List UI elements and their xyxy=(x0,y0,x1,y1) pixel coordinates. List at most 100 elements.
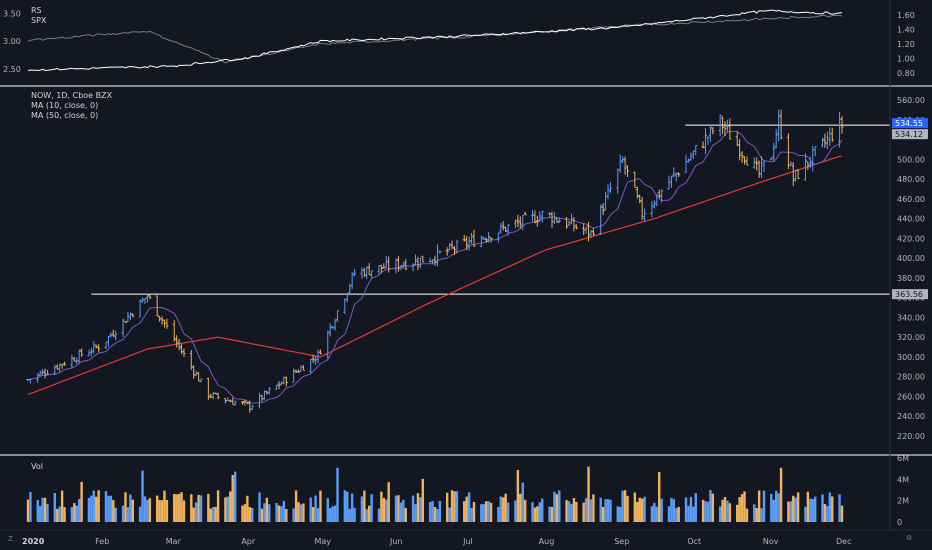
volume-bar xyxy=(46,503,49,522)
volume-bar xyxy=(180,492,183,522)
ohlc-bar xyxy=(691,150,695,160)
volume-bar xyxy=(506,502,510,522)
volume-bar xyxy=(840,505,844,522)
ohlc-bar xyxy=(345,293,349,303)
volume-bar xyxy=(70,506,74,522)
ma50-line xyxy=(27,155,842,396)
ohlc-bar xyxy=(314,356,318,366)
volume-bar xyxy=(684,497,688,522)
ohlc-bar xyxy=(786,133,790,170)
ohlc-bar xyxy=(825,131,829,149)
volume-bar xyxy=(821,494,824,522)
ohlc-bar xyxy=(362,267,366,277)
price-legend-ma10[interactable]: MA (10, close, 0) xyxy=(31,101,99,110)
ohlc-bar xyxy=(370,270,374,279)
price-legend-ma50[interactable]: MA (50, close, 0) xyxy=(31,111,99,120)
price-tick-label: 440.00 xyxy=(897,215,925,224)
volume-bar xyxy=(626,495,629,522)
ohlc-bar xyxy=(450,240,454,250)
price-tick-label: 240.00 xyxy=(897,412,925,421)
volume-bar xyxy=(43,497,47,522)
ohlc-bar xyxy=(589,230,593,239)
ohlc-bar xyxy=(292,368,296,383)
volume-bar xyxy=(565,500,568,522)
rs-legend-spx: SPX xyxy=(31,16,47,25)
time-tick-label: May xyxy=(314,537,331,546)
volume-bar xyxy=(616,506,619,522)
volume-bar xyxy=(789,501,793,522)
price-legend-symbol[interactable]: NOW, 1D, Cboe BZX xyxy=(31,91,113,100)
volume-bar xyxy=(745,508,749,522)
time-tick-label: Mar xyxy=(166,537,182,546)
ohlc-bar xyxy=(245,401,249,405)
volume-bar xyxy=(121,505,125,522)
timezone-z-icon[interactable]: Z xyxy=(8,535,13,543)
ohlc-bar xyxy=(769,157,773,161)
volume-bar xyxy=(633,492,637,522)
volume-bar xyxy=(516,470,520,522)
volume-bar xyxy=(350,493,354,522)
ohlc-bar xyxy=(655,194,659,206)
ohlc-bar xyxy=(138,299,142,318)
volume-bar xyxy=(794,497,797,522)
ohlc-bar xyxy=(523,211,527,216)
ohlc-bar xyxy=(45,369,49,376)
ohlc-bar xyxy=(267,387,271,395)
ohlc-bar xyxy=(567,220,571,226)
ohlc-bar xyxy=(331,326,335,330)
volume-bar xyxy=(606,499,610,522)
volume-bar xyxy=(387,482,390,522)
volume-bar xyxy=(316,508,320,522)
ohlc-bar xyxy=(557,217,561,224)
ohlc-bar xyxy=(745,156,749,166)
volume-bar xyxy=(497,506,500,522)
volume-bar xyxy=(465,496,468,522)
price-pane: 560.00540.00500.00480.00460.00440.00420.… xyxy=(26,96,928,441)
volume-bar xyxy=(182,500,186,522)
volume-bar xyxy=(87,497,91,522)
volume-bar xyxy=(428,502,432,522)
time-tick-label: Feb xyxy=(95,537,109,546)
volume-bar xyxy=(248,507,251,522)
ohlc-bar xyxy=(538,211,542,222)
ohlc-bar xyxy=(265,391,269,395)
ohlc-bar xyxy=(155,295,159,317)
volume-bar xyxy=(667,506,671,522)
volume-legend-label[interactable]: Vol xyxy=(31,462,43,471)
time-tick-label: 2020 xyxy=(22,537,45,546)
ohlc-bar xyxy=(723,121,727,137)
volume-bar xyxy=(41,497,44,522)
volume-bar xyxy=(636,501,639,522)
ohlc-bar xyxy=(591,228,595,237)
volume-bar xyxy=(675,508,678,522)
last-price-label: 534.55 xyxy=(895,119,923,128)
volume-bar xyxy=(294,490,298,522)
ohlc-bar xyxy=(401,261,405,269)
ohlc-bar xyxy=(333,318,337,331)
volume-bar xyxy=(811,498,814,522)
volume-bar xyxy=(124,492,127,522)
ohlc-bar xyxy=(89,347,93,357)
volume-bar xyxy=(263,503,266,522)
volume-bar xyxy=(453,491,456,522)
volume-bar xyxy=(348,508,351,522)
volume-bar xyxy=(701,499,705,522)
volume-bar xyxy=(601,506,605,522)
volume-bar xyxy=(672,499,676,522)
ohlc-bar xyxy=(530,210,534,222)
volume-bar xyxy=(480,504,483,522)
settings-gear-icon[interactable]: ⚙ xyxy=(906,534,913,542)
ohlc-bar xyxy=(774,129,778,149)
ohlc-bar xyxy=(821,138,825,148)
ohlc-bar xyxy=(455,239,459,254)
volume-bar xyxy=(216,490,220,522)
volume-bar xyxy=(192,507,195,522)
volume-bar xyxy=(346,491,349,522)
volume-bar xyxy=(575,501,578,522)
ohlc-bar xyxy=(638,194,642,204)
ohlc-bar xyxy=(214,392,218,395)
ohlc-bar xyxy=(411,263,415,272)
ohlc-bar xyxy=(250,404,254,411)
ohlc-bar xyxy=(660,189,664,203)
